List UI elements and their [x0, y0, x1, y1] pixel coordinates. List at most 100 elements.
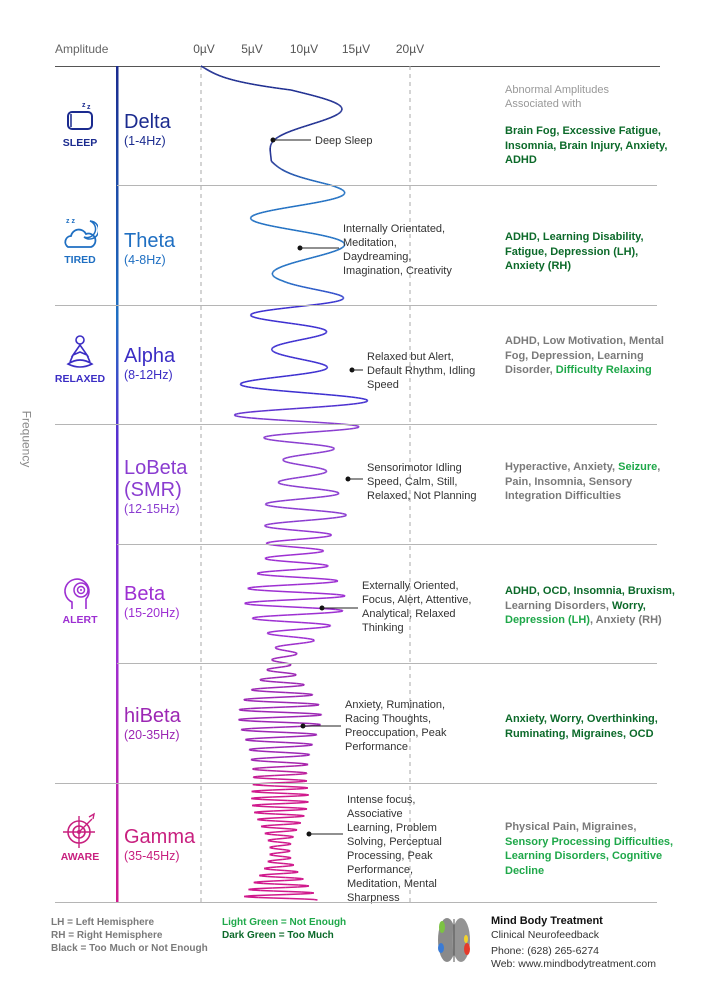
wave-segment	[314, 121, 318, 124]
wave-segment	[289, 390, 296, 393]
wave-segment	[257, 818, 261, 821]
wave-segment	[285, 705, 298, 708]
wave-segment	[339, 187, 342, 190]
wave-segment	[265, 746, 275, 749]
wave-segment	[263, 805, 275, 808]
wave-segment	[289, 130, 292, 133]
wave-segment	[273, 890, 289, 893]
wave-segment	[292, 356, 296, 359]
wave-segment	[284, 132, 287, 135]
company-web[interactable]: Web: www.mindbodytreatment.com	[491, 958, 656, 970]
wave-segment	[355, 426, 359, 429]
wave-segment	[280, 353, 283, 356]
wave-segment	[284, 457, 287, 460]
wave-segment	[313, 361, 317, 364]
wave-segment	[255, 784, 264, 787]
wave-segment	[292, 576, 302, 579]
wave-segment	[296, 204, 300, 207]
wave-segment	[301, 453, 306, 456]
wave-segment	[221, 75, 224, 78]
wave-segment	[272, 861, 278, 864]
wave-segment	[312, 734, 317, 737]
wave-segment	[337, 404, 344, 407]
wave-segment	[305, 286, 309, 289]
wave-segment	[284, 695, 296, 698]
wave-segment	[303, 125, 307, 128]
wave-segment	[307, 124, 310, 127]
wave-segment	[309, 722, 317, 725]
wave-segment	[302, 537, 309, 540]
wave-segment	[294, 829, 298, 832]
wave-segment	[274, 351, 277, 354]
wave-segment	[277, 844, 283, 847]
wave-segment	[308, 622, 316, 625]
wave-segment	[319, 200, 322, 203]
wave-segment	[272, 840, 278, 843]
wave-segment	[267, 541, 271, 544]
wave-segment	[292, 432, 300, 435]
wave-segment	[301, 621, 309, 624]
wave-segment	[265, 866, 271, 869]
wave-segment	[317, 597, 327, 600]
wave-segment	[317, 563, 323, 566]
wave-segment	[277, 778, 290, 781]
wave-segment	[351, 424, 356, 427]
wave-segment	[286, 655, 290, 658]
wave-segment	[275, 277, 278, 280]
wave-segment	[271, 559, 276, 562]
wave-segment	[290, 374, 295, 377]
wave-segment	[279, 661, 283, 664]
wave-segment	[281, 649, 285, 652]
state-1: z z TIRED	[50, 215, 110, 266]
wave-segment	[311, 421, 320, 424]
wave-segment	[295, 498, 301, 501]
wave-segment	[287, 507, 293, 510]
wave-segment	[319, 430, 327, 433]
wave-segment	[284, 554, 291, 557]
wave-segment	[316, 496, 321, 499]
conditions: ADHD, Learning Disability, Fatigue, Depr…	[505, 230, 675, 274]
condition-text-light: Seizure	[618, 461, 658, 473]
wave-segment	[339, 104, 341, 107]
wave-segment	[292, 455, 296, 458]
wave-segment	[304, 231, 308, 234]
wave-segment	[243, 699, 248, 702]
wave-segment	[246, 380, 250, 383]
wave-segment	[329, 116, 332, 119]
wave-segment	[342, 194, 344, 197]
wave-segment	[242, 717, 251, 720]
wave-segment	[314, 180, 317, 183]
wave-segment	[241, 729, 246, 732]
wave-segment	[274, 137, 277, 140]
wave-segment	[300, 497, 306, 500]
wave-segment	[270, 866, 277, 869]
wave-segment	[266, 504, 269, 507]
wave-segment	[247, 587, 250, 590]
wave-segment	[330, 301, 334, 304]
wave-segment	[310, 892, 314, 895]
wave-segment	[330, 446, 333, 449]
wave-segment	[299, 722, 310, 725]
wave-segment	[276, 500, 281, 503]
wave-segment	[309, 627, 317, 630]
wave-segment	[269, 570, 276, 573]
wave-segment	[275, 813, 287, 816]
wave-segment	[273, 320, 278, 323]
wave-segment	[341, 194, 343, 197]
wave-segment	[309, 640, 313, 643]
wave-segment	[249, 749, 253, 752]
wave-segment	[338, 239, 341, 242]
wave-segment	[326, 596, 335, 599]
wave-segment	[250, 720, 262, 723]
wave-segment	[293, 128, 296, 131]
wave-segment	[334, 237, 337, 240]
wave-segment	[272, 716, 287, 719]
wave-segment	[207, 69, 210, 72]
wave-segment	[313, 443, 319, 446]
wave-segment	[289, 857, 292, 860]
wave-segment	[289, 843, 292, 846]
wave-segment	[281, 483, 284, 486]
wave-segment	[330, 578, 335, 581]
wave-segment	[287, 836, 292, 839]
